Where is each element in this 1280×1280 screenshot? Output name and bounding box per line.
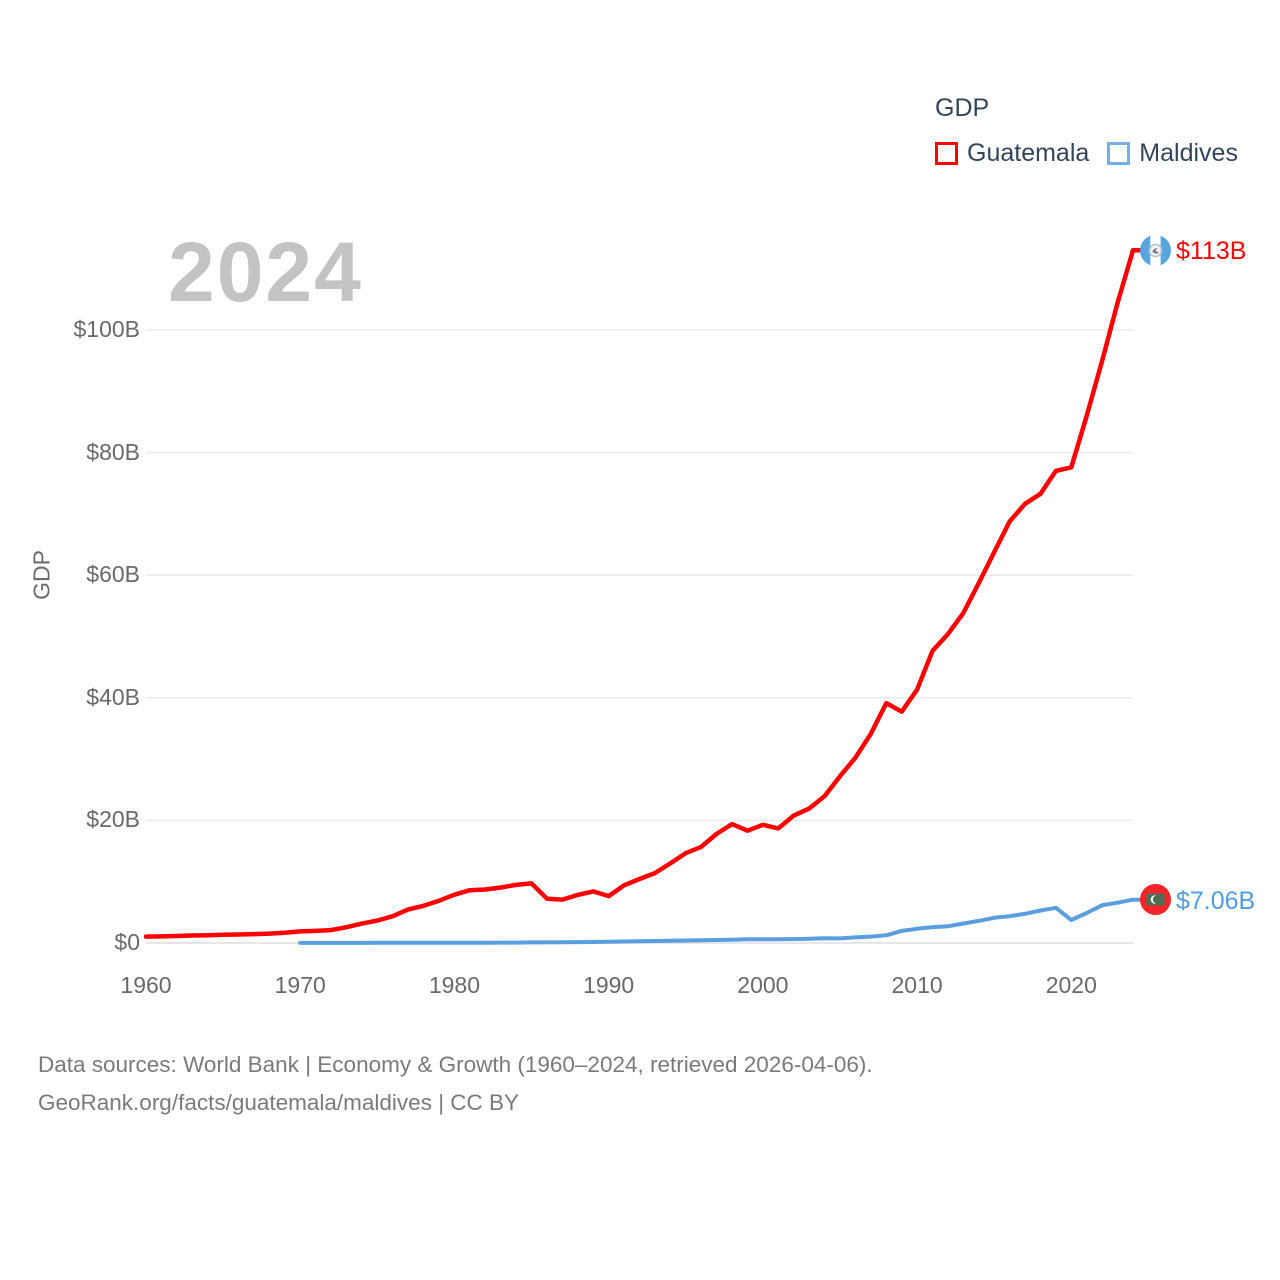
- series-line-maldives[interactable]: [298, 897, 1143, 945]
- x-tick-label-1980: 1980: [428, 972, 481, 998]
- maldives-end-value: $7.06B: [1176, 887, 1256, 915]
- y-tick-label-100: $100B: [73, 316, 140, 342]
- x-tick-label-2010: 2010: [891, 972, 943, 998]
- source-attribution: Data sources: World Bank | Economy & Gro…: [38, 1046, 873, 1122]
- legend-title: GDP: [935, 94, 990, 122]
- y-tick-label-0: $0: [114, 929, 140, 955]
- legend: GDP Guatemala Maldives: [935, 94, 1238, 168]
- x-tick-label-1970: 1970: [274, 972, 326, 998]
- guatemala-series-swatch: [935, 142, 958, 165]
- x-tick-label-2000: 2000: [737, 972, 789, 998]
- y-tick-label-80: $80B: [86, 438, 140, 465]
- series-line-guatemala[interactable]: [143, 248, 1144, 939]
- x-tick-label-1960: 1960: [120, 972, 172, 998]
- guatemala-end-value: $113B: [1176, 237, 1247, 265]
- y-tick-label-20: $20B: [86, 806, 140, 833]
- legend-item-guatemala[interactable]: Guatemala: [935, 139, 1089, 168]
- x-tick-label-1990: 1990: [583, 972, 635, 998]
- maldives-flag-icon: [1140, 884, 1171, 915]
- maldives-series-swatch: [1107, 142, 1131, 165]
- y-tick-label-60: $60B: [86, 561, 140, 588]
- data-sources-line: Data sources: World Bank | Economy & Gro…: [38, 1052, 873, 1077]
- legend-label-maldives: Maldives: [1139, 139, 1238, 167]
- legend-item-maldives[interactable]: Maldives: [1107, 139, 1238, 168]
- x-tick-label-2020: 2020: [1045, 972, 1097, 998]
- georank-url-line: GeoRank.org/facts/guatemala/maldives | C…: [38, 1090, 520, 1115]
- year-watermark: 2024: [168, 225, 363, 319]
- y-tick-label-40: $40B: [86, 683, 140, 710]
- guatemala-flag-icon: [1140, 235, 1171, 266]
- legend-label-guatemala: Guatemala: [967, 139, 1090, 167]
